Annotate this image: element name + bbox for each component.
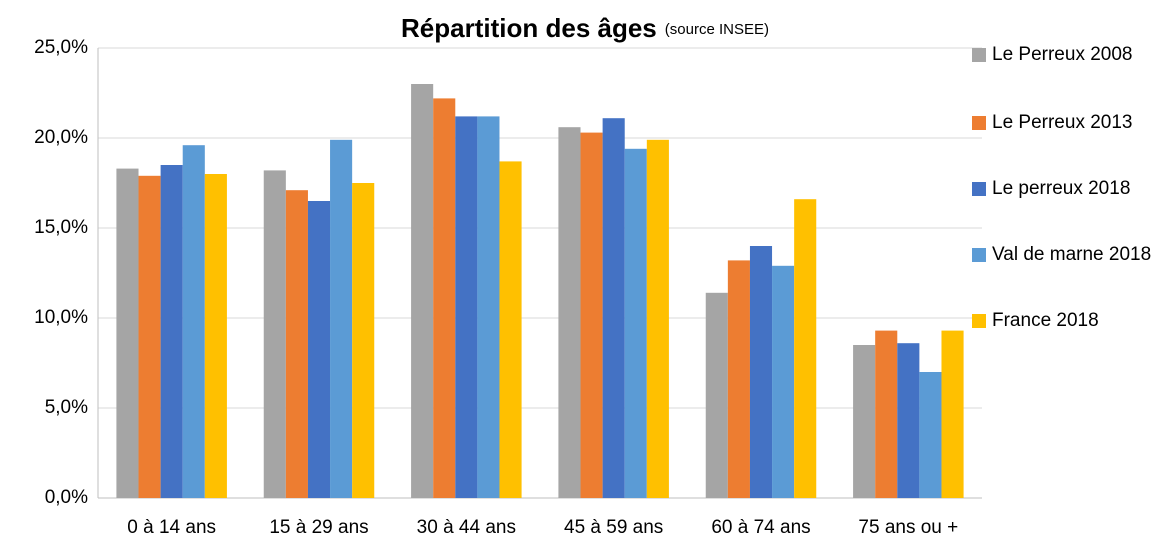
bar [182,145,205,498]
y-tick-label: 5,0% [45,397,88,418]
legend-entry: Le perreux 2018 [972,174,1167,204]
y-tick-label: 15,0% [34,217,88,238]
bar [477,116,500,499]
bar [433,98,456,499]
legend-swatch [972,248,986,262]
bar [411,84,434,498]
legend-entry: France 2018 [972,306,1167,336]
bar [646,139,669,499]
legend-label: Le perreux 2018 [992,178,1131,199]
bar [602,118,625,498]
bar [330,139,353,499]
bar [727,260,750,498]
legend-swatch [972,48,986,62]
y-tick-label: 20,0% [34,127,88,148]
legend-label: France 2018 [992,310,1099,331]
bar [352,183,375,498]
bar [160,165,183,498]
bar [705,292,728,498]
y-tick-label: 25,0% [34,37,88,58]
bar [941,330,964,498]
legend-swatch [972,116,986,130]
bar [897,343,920,498]
bar [875,330,898,498]
legend-swatch [972,182,986,196]
bar [580,132,603,498]
x-tick-label: 45 à 59 ans [564,517,663,538]
legend-label: Val de marne 2018 [992,244,1152,265]
legend-swatch [972,314,986,328]
bar [116,168,139,498]
x-tick-label: 60 à 74 ans [711,517,810,538]
chart-title-group: Répartition des âges (source INSEE) [401,13,769,43]
chart-subtitle: (source INSEE) [665,21,769,38]
x-tick-label: 15 à 29 ans [269,517,368,538]
bar [749,246,773,498]
legend-label: Le Perreux 2008 [992,44,1133,65]
bar [285,190,308,498]
bar [138,175,161,499]
legend-entry: Le Perreux 2008 [972,40,1167,70]
bar [307,201,331,498]
bar [204,174,227,498]
y-tick-label: 10,0% [34,307,88,328]
bar [853,345,876,498]
legend-entry: Val de marne 2018 [972,240,1167,270]
bar [624,148,647,499]
x-tick-label: 0 à 14 ans [127,517,216,538]
x-tick-label: 30 à 44 ans [417,517,516,538]
bar [558,127,581,498]
bar [794,199,817,498]
bar [263,170,286,498]
y-tick-label: 0,0% [45,487,88,508]
bar [772,265,795,498]
bar [919,372,942,498]
bar [455,116,478,499]
chart-title: Répartition des âges [401,13,657,43]
legend-entry: Le Perreux 2013 [972,108,1167,138]
x-tick-label: 75 ans ou + [858,517,958,538]
bar [499,161,522,498]
legend-label: Le Perreux 2013 [992,112,1133,133]
